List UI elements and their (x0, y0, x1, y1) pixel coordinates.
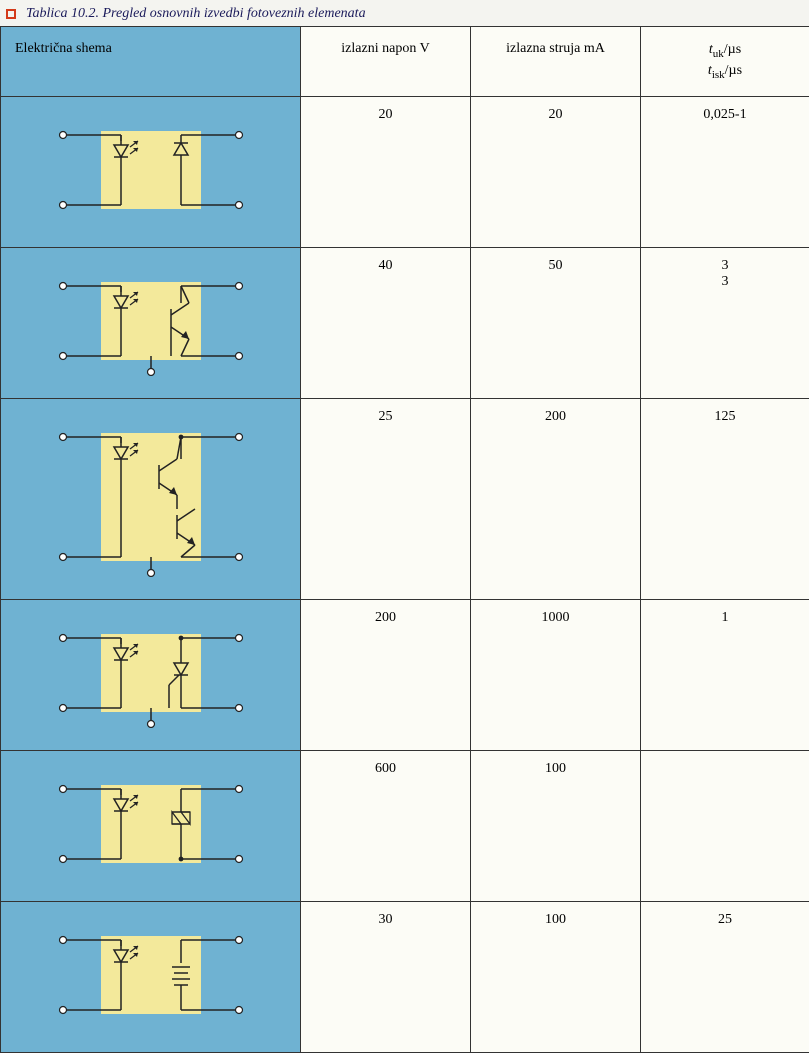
voltage-cell: 200 (301, 600, 471, 751)
header-row: Električna shema izlazni napon V izlazna… (1, 27, 809, 97)
current-cell: 20 (471, 97, 641, 248)
time-cell: 125 (641, 399, 809, 600)
schematic-cell-photodiode (1, 97, 301, 248)
schematic-svg (51, 769, 251, 879)
header-schematic: Električna shema (1, 27, 301, 97)
schematic-svg (51, 618, 251, 728)
voltage-cell: 40 (301, 248, 471, 399)
current-cell: 100 (471, 902, 641, 1053)
header-current: izlazna struja mA (471, 27, 641, 97)
voltage-cell: 25 (301, 399, 471, 600)
schematic-cell-darlington (1, 399, 301, 600)
schematic-cell-ic (1, 902, 301, 1053)
schematic-svg (51, 266, 251, 376)
header-voltage: izlazni napon V (301, 27, 471, 97)
current-cell: 1000 (471, 600, 641, 751)
header-time: tuk/µs tisk/µs (641, 27, 809, 97)
t-isk-sub: isk (712, 68, 725, 80)
t-uk-suffix: /µs (724, 42, 741, 57)
schematic-svg (51, 920, 251, 1030)
voltage-cell: 600 (301, 751, 471, 902)
table-body: 20200,025-140503 32520012520010001600100… (1, 97, 809, 1053)
voltage-cell: 20 (301, 97, 471, 248)
time-cell: 0,025-1 (641, 97, 809, 248)
time-cell: 3 3 (641, 248, 809, 399)
t-isk-suffix: /µs (725, 63, 742, 78)
table-row: 20010001 (1, 600, 809, 751)
voltage-cell: 30 (301, 902, 471, 1053)
table-caption: Tablica 10.2. Pregled osnovnih izvedbi f… (26, 6, 366, 22)
current-cell: 100 (471, 751, 641, 902)
schematic-svg (51, 115, 251, 225)
time-cell (641, 751, 809, 902)
t-uk-sub: uk (713, 48, 724, 60)
current-cell: 50 (471, 248, 641, 399)
table-row: 3010025 (1, 902, 809, 1053)
schematic-svg (51, 417, 251, 577)
bullet-icon (6, 9, 16, 19)
table-row: 40503 3 (1, 248, 809, 399)
table-row: 25200125 (1, 399, 809, 600)
schematic-cell-triac (1, 751, 301, 902)
schematic-cell-phototransistor (1, 248, 301, 399)
table-row: 20200,025-1 (1, 97, 809, 248)
table-row: 600100 (1, 751, 809, 902)
schematic-cell-thyristor (1, 600, 301, 751)
optocoupler-table: Električna shema izlazni napon V izlazna… (0, 26, 809, 1053)
caption-row: Tablica 10.2. Pregled osnovnih izvedbi f… (0, 0, 809, 26)
current-cell: 200 (471, 399, 641, 600)
page: Tablica 10.2. Pregled osnovnih izvedbi f… (0, 0, 809, 1053)
time-cell: 25 (641, 902, 809, 1053)
time-cell: 1 (641, 600, 809, 751)
